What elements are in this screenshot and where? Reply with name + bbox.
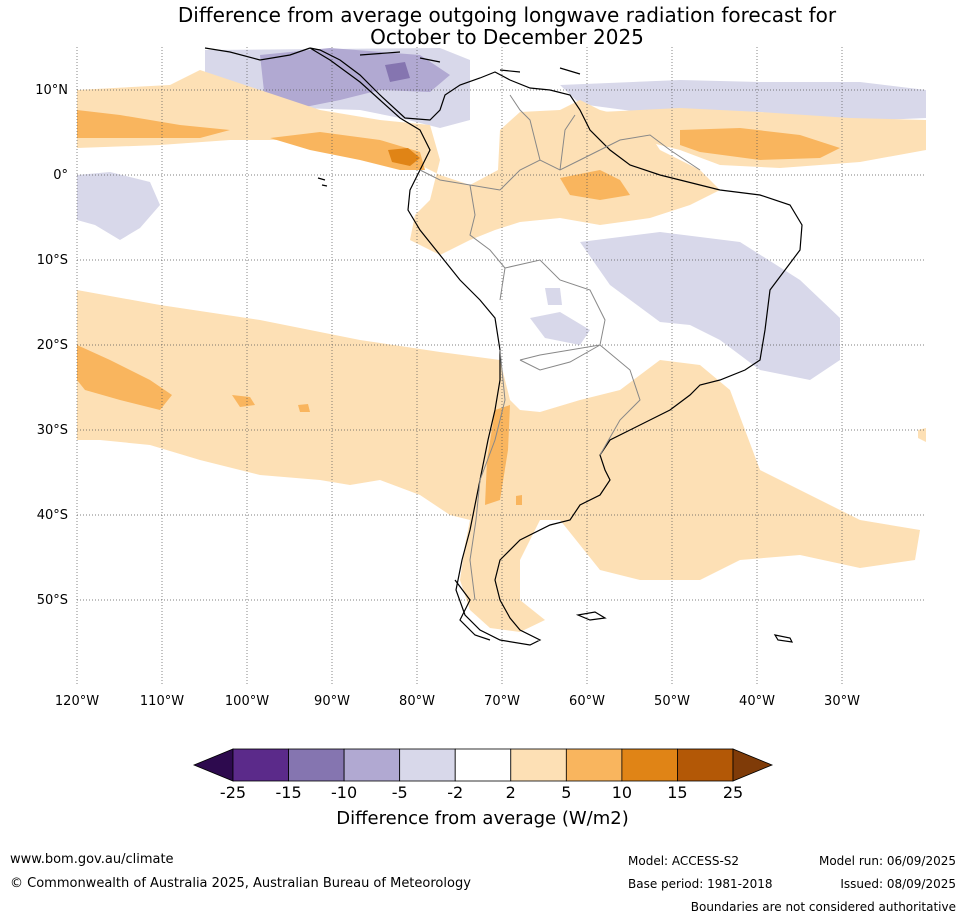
positive-area-east-atlantic (918, 428, 926, 442)
colorbar: -25 -15 -10 -5 -2 2 5 10 15 25 (192, 748, 774, 802)
lat-label-0: 0° (53, 168, 68, 183)
lon-label-30w: 30°W (824, 694, 860, 709)
footer-model-run: Model run: 06/09/2025 (818, 854, 956, 868)
lat-label-40s: 40°S (37, 508, 68, 523)
colorbar-tick-label: 2 (506, 783, 516, 802)
positive-medium-small-1 (232, 395, 255, 407)
colorbar-swatch (232, 748, 289, 782)
colorbar-tick-label: -2 (447, 783, 463, 802)
footer-disclaimer: Boundaries are not considered authoritat… (690, 900, 956, 914)
colorbar-tick-label: -5 (392, 783, 408, 802)
lon-label-110w: 110°W (140, 694, 184, 709)
negative-area-brazil (580, 232, 840, 380)
positive-medium-pacific-north (77, 110, 230, 138)
colorbar-extend-max (732, 748, 774, 782)
lat-label-10s: 10°S (37, 253, 68, 268)
colorbar-tick-label: -15 (275, 783, 301, 802)
country-borders (419, 94, 701, 601)
lat-label-10n: 10°N (35, 83, 68, 98)
footer-issued: Issued: 08/09/2025 (840, 877, 956, 891)
south-georgia (773, 634, 794, 643)
colorbar-tick-label: 25 (723, 783, 743, 802)
galapagos (317, 177, 328, 187)
colorbar-swatch (677, 748, 734, 782)
lon-label-70w: 70°W (484, 694, 520, 709)
positive-medium-small-3 (516, 495, 522, 505)
positive-medium-small-2 (298, 404, 310, 412)
colorbar-tick-label: -10 (331, 783, 357, 802)
negative-area-bolivia (530, 312, 590, 345)
graticule (76, 47, 926, 685)
negative-area-small (545, 288, 562, 305)
colorbar-swatch (343, 748, 401, 782)
footer-url[interactable]: www.bom.gov.au/climate (10, 852, 174, 867)
central-america-outline (204, 47, 311, 61)
colorbar-tick-label: 10 (612, 783, 632, 802)
chiloe-islands (454, 579, 491, 641)
footer-model: Model: ACCESS-S2 (628, 854, 740, 868)
colorbar-swatch (399, 748, 456, 782)
title-line-1: Difference from average outgoing longwav… (177, 3, 837, 27)
positive-medium-colombia-coast (270, 132, 425, 170)
map-title: Difference from average outgoing longwav… (0, 4, 965, 48)
negative-area-core (385, 62, 410, 82)
colorbar-extend-min (192, 748, 234, 782)
negative-area-pacific-equator (77, 172, 160, 240)
longitude-labels: 120°W 110°W 100°W 90°W 80°W 70°W 60°W 50… (55, 694, 860, 709)
south-america-outline (309, 47, 803, 646)
title-line-2: October to December 2025 (370, 25, 644, 49)
lat-label-20s: 20°S (37, 338, 68, 353)
lon-label-90w: 90°W (314, 694, 350, 709)
lon-label-50w: 50°W (654, 694, 690, 709)
positive-medium-atlantic (680, 128, 840, 160)
colorbar-swatch (510, 748, 567, 782)
positive-medium-pacific-south (77, 345, 172, 410)
colorbar-tick-label: -25 (220, 783, 246, 802)
colorbar-swatch (288, 748, 345, 782)
anomaly-fill-layer (77, 48, 926, 632)
lon-label-120w: 120°W (55, 694, 99, 709)
lon-label-40w: 40°W (739, 694, 775, 709)
footer-copyright: © Commonwealth of Australia 2025, Austra… (10, 876, 471, 891)
lon-label-60w: 60°W (569, 694, 605, 709)
colorbar-swatch (621, 748, 678, 782)
lat-label-50s: 50°S (37, 593, 68, 608)
falkland-islands (575, 611, 607, 621)
colorbar-tick-label: 5 (561, 783, 571, 802)
footer-base-period: Base period: 1981-2018 (628, 877, 773, 891)
positive-medium-guiana (560, 170, 630, 200)
colorbar-swatch (565, 748, 623, 782)
lon-label-80w: 80°W (399, 694, 435, 709)
lon-label-100w: 100°W (225, 694, 269, 709)
caribbean-islands (359, 51, 581, 75)
positive-band-pacific-north (77, 70, 720, 255)
lat-label-30s: 30°S (37, 423, 68, 438)
coastlines (204, 47, 803, 646)
positive-strong-colombia (388, 148, 420, 166)
latitude-labels: 10°N 0° 10°S 20°S 30°S 40°S 50°S (35, 83, 68, 608)
colorbar-tick-label: 15 (667, 783, 687, 802)
colorbar-swatch (454, 748, 512, 782)
colorbar-label: Difference from average (W/m2) (336, 808, 629, 829)
